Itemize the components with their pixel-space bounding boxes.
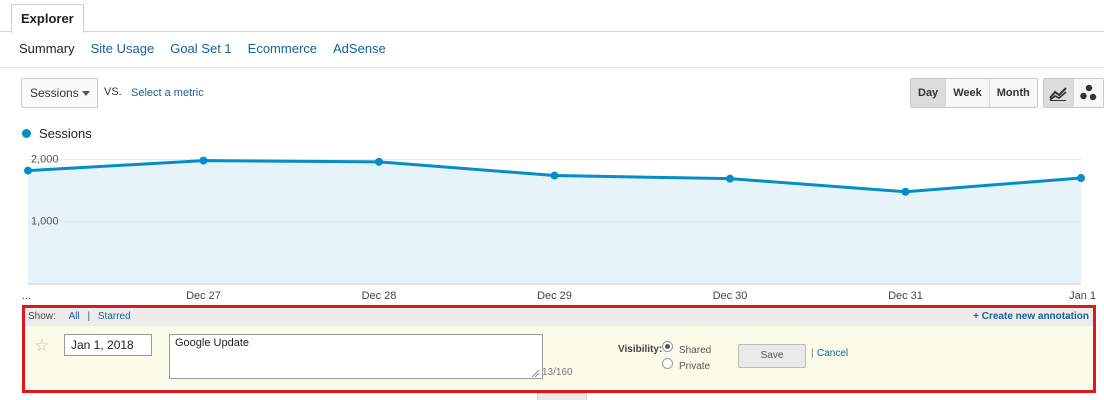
subnav-ecommerce[interactable]: Ecommerce: [247, 41, 318, 56]
data-point[interactable]: [24, 166, 32, 175]
metric-dropdown-value: Sessions: [30, 86, 79, 100]
motion-chart-icon: [1080, 84, 1097, 101]
chevron-down-icon: [82, 91, 90, 96]
character-counter: 13/160: [542, 367, 573, 378]
sessions-chart: 2,000 1,000... Dec 27 Dec 28 Dec 29 Dec 30 Dec…: [22, 153, 1096, 302]
subnav-site-usage[interactable]: Site Usage: [90, 41, 155, 56]
x-tick-label: Dec 30: [713, 290, 748, 302]
metric-dropdown[interactable]: Sessions: [21, 78, 98, 108]
data-point[interactable]: [901, 187, 910, 196]
x-tick-label: Jan 1: [1069, 290, 1096, 302]
annotation-show-starred-link[interactable]: Starred: [97, 311, 131, 322]
annotation-show-all-link[interactable]: All: [68, 311, 80, 322]
line-chart-icon: [1049, 87, 1067, 101]
x-tick-label: Dec 28: [362, 290, 397, 302]
annotation-header: Show: All | Starred + Create new annotat…: [25, 308, 1093, 326]
visibility-shared-label[interactable]: Shared: [679, 345, 712, 356]
legend-dot-sessions: [22, 129, 31, 138]
x-tick-label: Dec 29: [537, 290, 572, 302]
range-week-button[interactable]: Week: [945, 79, 989, 107]
collapse-handle[interactable]: [537, 393, 587, 400]
subnav-goal-set-1[interactable]: Goal Set 1: [170, 41, 232, 56]
y-tick-label: 2,000: [31, 153, 59, 165]
motion-chart-button[interactable]: [1073, 79, 1103, 107]
range-month-button[interactable]: Month: [988, 79, 1037, 107]
range-day-button[interactable]: Day: [911, 79, 946, 107]
subnav: Summary Site Usage Goal Set 1 Ecommerce …: [19, 41, 386, 59]
data-point[interactable]: [550, 171, 559, 180]
tab-explorer[interactable]: Explorer: [11, 4, 84, 33]
chart-type-group: [1043, 78, 1104, 108]
cancel-separator: |: [811, 348, 814, 359]
series-area-sessions: [28, 160, 1081, 284]
star-icon[interactable]: ☆: [34, 336, 50, 355]
divider: [0, 67, 1104, 68]
annotation-panel: Show: All | Starred + Create new annotat…: [22, 305, 1096, 393]
data-point[interactable]: [199, 156, 208, 165]
subnav-adsense[interactable]: AdSense: [333, 41, 386, 56]
annotation-show-label: Show:: [28, 311, 56, 322]
tab-bar: Explorer: [0, 0, 1104, 33]
visibility-private-radio[interactable]: [662, 358, 673, 369]
chart-legend: Sessions: [22, 126, 92, 141]
annotation-show-separator: |: [87, 311, 91, 322]
data-point[interactable]: [1077, 174, 1085, 183]
visibility-private-label[interactable]: Private: [679, 361, 711, 372]
vs-label: VS.: [104, 86, 122, 98]
y-tick-label: 1,000: [31, 216, 59, 228]
annotation-text-input[interactable]: Google Update: [169, 334, 543, 379]
legend-label-sessions: Sessions: [39, 126, 92, 141]
data-point[interactable]: [375, 157, 383, 166]
line-chart-button[interactable]: [1044, 79, 1074, 107]
visibility-shared-radio[interactable]: [662, 341, 673, 352]
save-button[interactable]: Save: [738, 344, 806, 368]
resize-grip-icon[interactable]: [531, 369, 540, 378]
cancel-link[interactable]: Cancel: [817, 348, 849, 359]
annotation-date-input[interactable]: [64, 334, 152, 356]
subnav-summary[interactable]: Summary: [19, 41, 75, 56]
date-granularity-group: Day Week Month: [910, 78, 1038, 108]
x-tick-label: Dec 27: [186, 290, 221, 302]
x-tick-label: ...: [22, 290, 31, 302]
data-point[interactable]: [726, 174, 734, 183]
visibility-label: Visibility:: [618, 344, 663, 355]
create-annotation-link[interactable]: + Create new annotation: [973, 311, 1089, 322]
select-metric-link[interactable]: Select a metric: [131, 87, 204, 99]
x-tick-label: Dec 31: [888, 290, 923, 302]
